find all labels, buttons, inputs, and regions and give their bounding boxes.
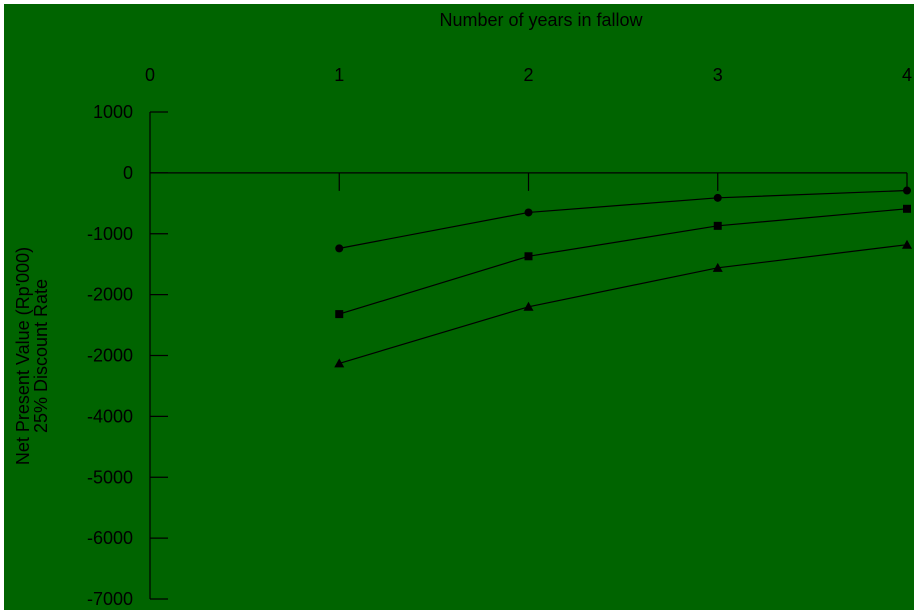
data-point-circle (903, 186, 911, 195)
y-tick-label: -6000 (87, 528, 133, 548)
series-group (334, 186, 912, 368)
series-line-square (339, 208, 908, 315)
x-tick-label: 2 (523, 65, 533, 85)
data-point-triangle (902, 239, 912, 249)
y-tick-label: -2000 (87, 285, 133, 305)
data-point-circle (335, 244, 344, 253)
data-point-triangle (334, 358, 345, 368)
y-tick-label: -1000 (87, 224, 133, 244)
y-tick-label: -5000 (87, 467, 133, 487)
y-tick-label: -7000 (87, 589, 133, 609)
data-point-triangle (712, 262, 723, 272)
y-axis-title: Net Present Value (Rp'000) 25% Discount … (13, 247, 51, 465)
series-line-circle (339, 189, 908, 249)
x-tick-label: 1 (334, 65, 344, 85)
series-line-triangle (339, 244, 908, 364)
data-point-square (713, 221, 722, 230)
series-square (335, 204, 911, 319)
y-tick-label: -4000 (87, 406, 133, 426)
data-point-square (903, 204, 911, 213)
y-axis-title-line-1: Net Present Value (Rp'000) (13, 247, 33, 465)
data-point-square (335, 310, 344, 319)
y-tick-label: 0 (123, 163, 133, 183)
x-tick-label: 4 (902, 65, 912, 85)
x-tick-label: 0 (145, 65, 155, 85)
y-axis-title-line-2: 25% Discount Rate (31, 279, 51, 433)
series-circle (335, 186, 911, 253)
series-triangle (334, 239, 912, 368)
plot-background (4, 4, 914, 610)
data-point-triangle (523, 301, 534, 311)
x-tick-label: 3 (713, 65, 723, 85)
data-point-square (524, 252, 533, 261)
data-point-circle (524, 208, 533, 217)
data-point-circle (713, 193, 722, 202)
y-tick-label: -2000 (87, 346, 133, 366)
x-axis-title: Number of years in fallow (439, 10, 643, 30)
y-tick-label: 1000 (93, 102, 133, 122)
axes: 1000 0 -1000 -2000 -2000 -4000 -5000 -6000 -7000… (87, 65, 912, 609)
